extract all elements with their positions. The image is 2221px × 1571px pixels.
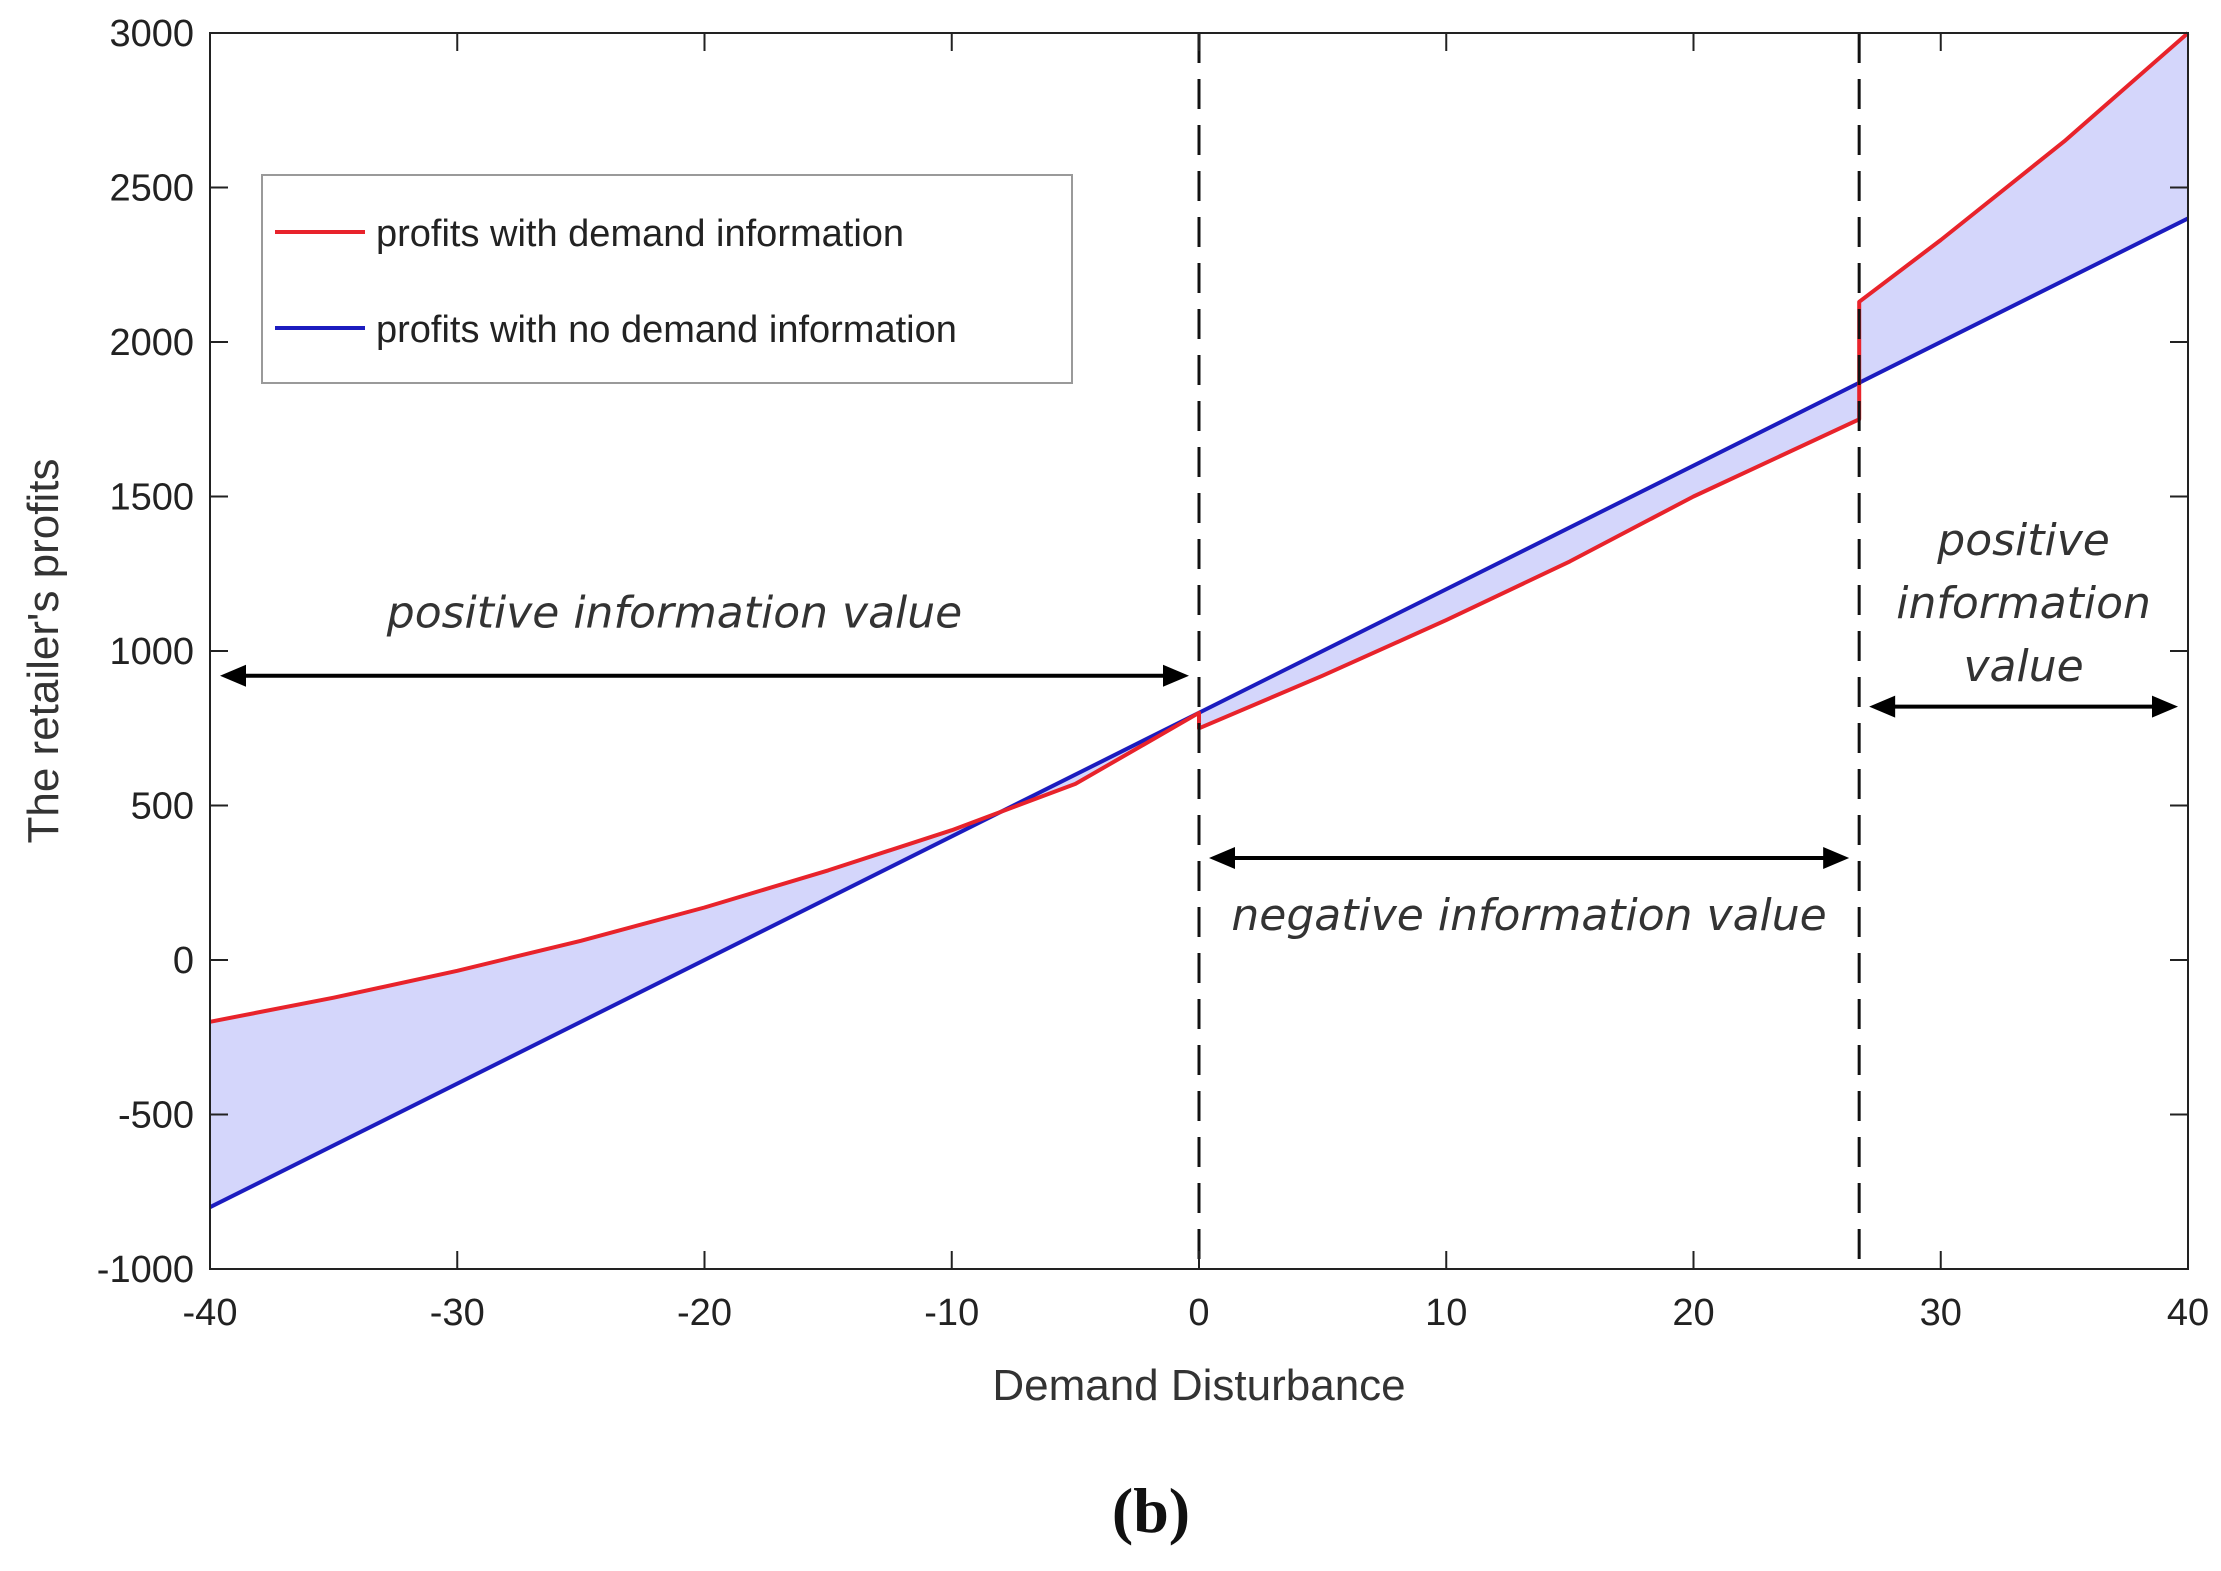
y-tick-label: 500 — [131, 786, 194, 828]
information-value-fill — [210, 33, 2188, 1208]
tick-labels: -40 -30 -20 -10 0 10 20 30 40 -1000 -500 0 500 1000 15… — [97, 13, 2209, 1334]
arrow-negative-middle-head-right — [1823, 847, 1850, 870]
annotations: positive information value negative info… — [386, 515, 2151, 941]
figure-caption: (b) — [1112, 1475, 1190, 1546]
x-tick-label: -30 — [430, 1292, 485, 1334]
x-tick-label: 10 — [1425, 1292, 1467, 1334]
annotation-arrows — [220, 664, 2178, 870]
arrow-positive-right-head-right — [2152, 695, 2178, 718]
legend-label-no-demand-info: profits with no demand information — [376, 309, 957, 351]
legend-label-demand-info: profits with demand information — [376, 213, 904, 255]
legend-box — [261, 174, 1073, 384]
x-tick-label: -10 — [924, 1292, 979, 1334]
annotation-positive-right-line2: information — [1896, 578, 2151, 629]
x-tick-label: 0 — [1188, 1292, 1209, 1334]
fill-between-area — [210, 33, 2188, 1208]
annotation-negative-middle: negative information value — [1231, 890, 1826, 941]
y-tick-label: -1000 — [97, 1249, 194, 1291]
x-tick-label: -20 — [677, 1292, 732, 1334]
y-tick-label: 2500 — [109, 168, 194, 210]
arrow-positive-left-head-right — [1163, 664, 1189, 687]
arrow-positive-right-head-left — [1869, 695, 1896, 718]
arrow-negative-middle-head-left — [1209, 847, 1235, 870]
x-tick-label: 30 — [1920, 1292, 1962, 1334]
x-axis-title: Demand Disturbance — [992, 1361, 1405, 1410]
y-tick-label: 0 — [173, 940, 194, 982]
annotation-positive-right-line3: value — [1963, 641, 2083, 692]
y-tick-label: 3000 — [109, 13, 194, 55]
y-tick-label: 2000 — [109, 322, 194, 364]
y-axis-title: The retailer's profits — [19, 459, 68, 844]
y-tick-label: 1000 — [109, 631, 194, 673]
legend: profits with demand information profits … — [261, 174, 1073, 384]
y-tick-label: -500 — [118, 1095, 194, 1137]
annotation-positive-right-line1: positive — [1936, 515, 2110, 566]
arrow-positive-left-head-left — [220, 664, 246, 687]
threshold-lines — [1197, 33, 1861, 1269]
x-tick-label: -40 — [183, 1292, 238, 1334]
annotation-positive-left: positive information value — [386, 588, 962, 639]
x-tick-label: 40 — [2167, 1292, 2209, 1334]
x-tick-label: 20 — [1672, 1292, 1714, 1334]
y-tick-label: 1500 — [109, 477, 194, 519]
axis-ticks — [209, 32, 2189, 1270]
